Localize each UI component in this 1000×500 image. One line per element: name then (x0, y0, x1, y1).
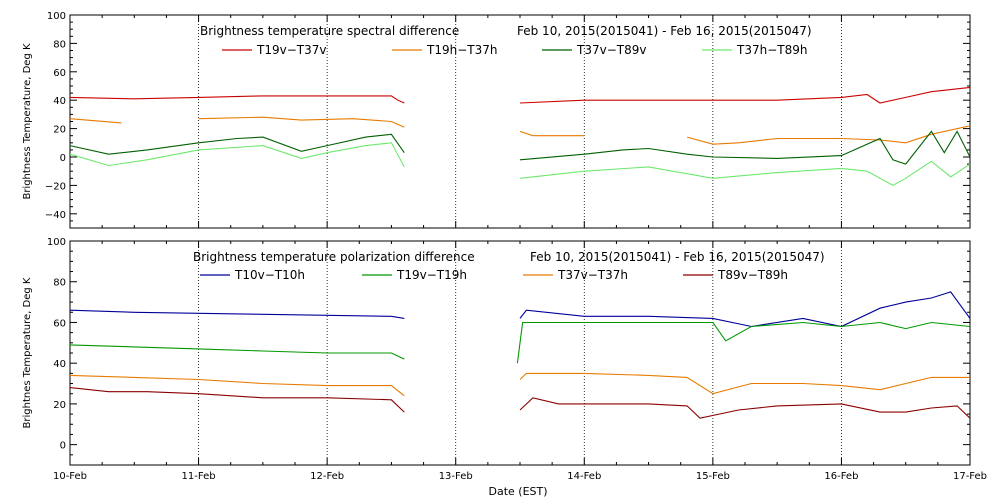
y-tick-label: 60 (53, 68, 66, 79)
y-tick-label: 0 (60, 153, 66, 164)
y-tick-label: 40 (53, 96, 66, 107)
x-axis-label: Date (EST) (488, 485, 547, 498)
y-axis-label: Brightnes Temperature, Deg K (22, 277, 33, 428)
y-tick-label: −20 (45, 181, 66, 192)
date-range: Feb 10, 2015(2015041) - Feb 16, 2015(201… (517, 24, 812, 38)
series-line-2 (686, 125, 971, 145)
x-tick-label: 17-Feb (953, 471, 987, 482)
chart-title: Brightness temperature spectral differen… (200, 24, 459, 38)
series-line-1 (519, 291, 971, 328)
x-tick-label: 12-Feb (310, 471, 344, 482)
y-tick-label: 40 (53, 359, 66, 370)
y-tick-label: 0 (60, 441, 66, 452)
series-line-1 (519, 86, 971, 104)
series-line-3 (519, 130, 971, 165)
legend-label: T37h−T89h (736, 43, 807, 57)
series-line-3 (69, 374, 405, 397)
legend-label: T19v−T19h (396, 268, 467, 282)
series-line-2 (69, 118, 122, 124)
legend-label: T10v−T10h (234, 268, 305, 282)
y-tick-label: 60 (53, 318, 66, 329)
legend-label: T37v−T37h (557, 268, 628, 282)
series-line-4 (69, 387, 405, 413)
series-line-1 (69, 95, 405, 104)
legend-label: T37v−T89v (576, 43, 646, 57)
y-tick-label: 80 (53, 39, 66, 50)
legend-label: T19h−T37h (426, 43, 497, 57)
series-line-4 (519, 397, 971, 419)
series-line-1 (69, 309, 405, 319)
x-tick-label: 13-Feb (439, 471, 473, 482)
x-tick-label: 10-Feb (53, 471, 87, 482)
series-line-2 (198, 116, 405, 128)
series-line-3 (69, 133, 405, 155)
y-tick-label: 20 (53, 125, 66, 136)
x-tick-label: 16-Feb (824, 471, 858, 482)
plot-frame (69, 14, 971, 229)
y-tick-label: 100 (47, 11, 66, 22)
x-tick-label: 15-Feb (696, 471, 730, 482)
series-line-2 (519, 130, 585, 137)
y-tick-label: −40 (45, 210, 66, 221)
series-line-3 (519, 372, 970, 395)
y-tick-label: 80 (53, 278, 66, 289)
legend-label: T19v−T37v (256, 43, 326, 57)
chart-title: Brightness temperature polarization diff… (193, 250, 475, 264)
x-tick-label: 14-Feb (567, 471, 601, 482)
chart-panel-1: −40 −20 0 20 40 60 80 100 Brightness Temperature… (22, 11, 971, 229)
date-range: Feb 10, 2015(2015041) - Feb 16, 2015(201… (530, 250, 825, 264)
y-tick-label: 20 (53, 400, 66, 411)
y-axis-label: Brightness Temperature, Deg K (22, 43, 33, 200)
series-line-4 (69, 142, 405, 168)
series-line-2 (69, 344, 405, 360)
chart-panel-2: 0 20 40 60 80 100 Brightnes Temperature, Deg K… (22, 237, 987, 498)
legend-label: T89v−T89h (717, 268, 788, 282)
y-tick-label: 100 (47, 237, 66, 248)
series-line-4 (519, 160, 971, 187)
series-line-2 (516, 321, 971, 364)
x-tick-label: 11-Feb (182, 471, 216, 482)
